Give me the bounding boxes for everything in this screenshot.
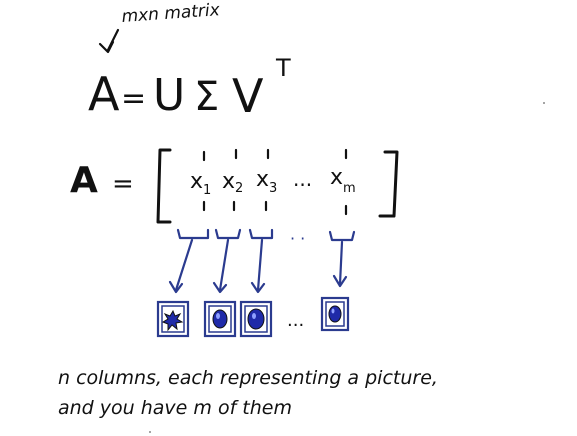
brace-col-3 — [248, 228, 274, 240]
blob-oval — [212, 309, 228, 329]
blob-oval — [328, 305, 342, 323]
column-arrows — [168, 238, 348, 294]
column-xm: x m — [330, 165, 356, 196]
svg-text:1: 1 — [203, 183, 211, 198]
svg-text:3: 3 — [269, 181, 277, 196]
right-bracket — [378, 150, 399, 218]
brace-ellipsis: · · — [290, 229, 305, 248]
arrow-col-1 — [174, 238, 194, 292]
column-x1: x 1 — [190, 169, 211, 198]
svd-equation: A = U Σ V T — [88, 54, 291, 123]
svg-text:x: x — [330, 165, 343, 190]
picture-ellipsis: ... — [287, 310, 304, 331]
svd-u: U — [153, 70, 185, 121]
picture-row: ... — [156, 296, 350, 338]
blob-oval — [247, 308, 265, 330]
brace-col-m — [328, 230, 356, 242]
arrow-head-2 — [212, 281, 228, 294]
svg-text:m: m — [343, 181, 356, 196]
svd-v: V — [232, 69, 264, 123]
arrow-head-m — [332, 274, 348, 288]
caption-line-1: n columns, each representing a picture, — [58, 367, 438, 389]
svg-text:x: x — [256, 167, 269, 192]
brace-col-1 — [176, 228, 210, 240]
caption-line-2: and you have m of them — [58, 397, 292, 419]
arrow-col-3 — [256, 238, 264, 292]
picture-1 — [156, 300, 190, 338]
svd-sigma: Σ — [194, 74, 219, 120]
svd-transpose: T — [275, 54, 291, 82]
arrow-col-2 — [218, 238, 230, 292]
picture-3 — [239, 300, 273, 338]
column-x3: x 3 — [256, 167, 277, 196]
svg-text:x: x — [190, 169, 203, 194]
matrix-equals: = — [112, 169, 134, 199]
picture-m — [320, 296, 350, 332]
picture-2 — [203, 300, 237, 338]
arrow-head-3 — [250, 281, 266, 294]
svg-text:x: x — [222, 169, 235, 194]
arrow-col-m — [338, 240, 344, 286]
brace-col-2 — [214, 228, 242, 240]
svg-text:2: 2 — [235, 181, 243, 196]
column-x2: x 2 — [222, 169, 243, 196]
matrix-ellipsis: ... — [293, 167, 312, 191]
svd-equals: = — [121, 81, 146, 116]
note-arrow-head — [98, 40, 115, 54]
matrix-note: mxn matrix — [121, 0, 221, 27]
matrix-definition: A = x 1 x 2 x 3 ... x m — [70, 148, 399, 224]
stray-dot — [149, 431, 151, 433]
column-braces: · · — [176, 228, 356, 248]
svd-lhs: A — [88, 67, 120, 121]
arrow-head-1 — [168, 280, 184, 294]
blob-spiky — [161, 309, 184, 332]
stray-dot — [543, 102, 545, 104]
left-bracket — [156, 148, 172, 224]
matrix-lhs: A — [70, 160, 98, 201]
